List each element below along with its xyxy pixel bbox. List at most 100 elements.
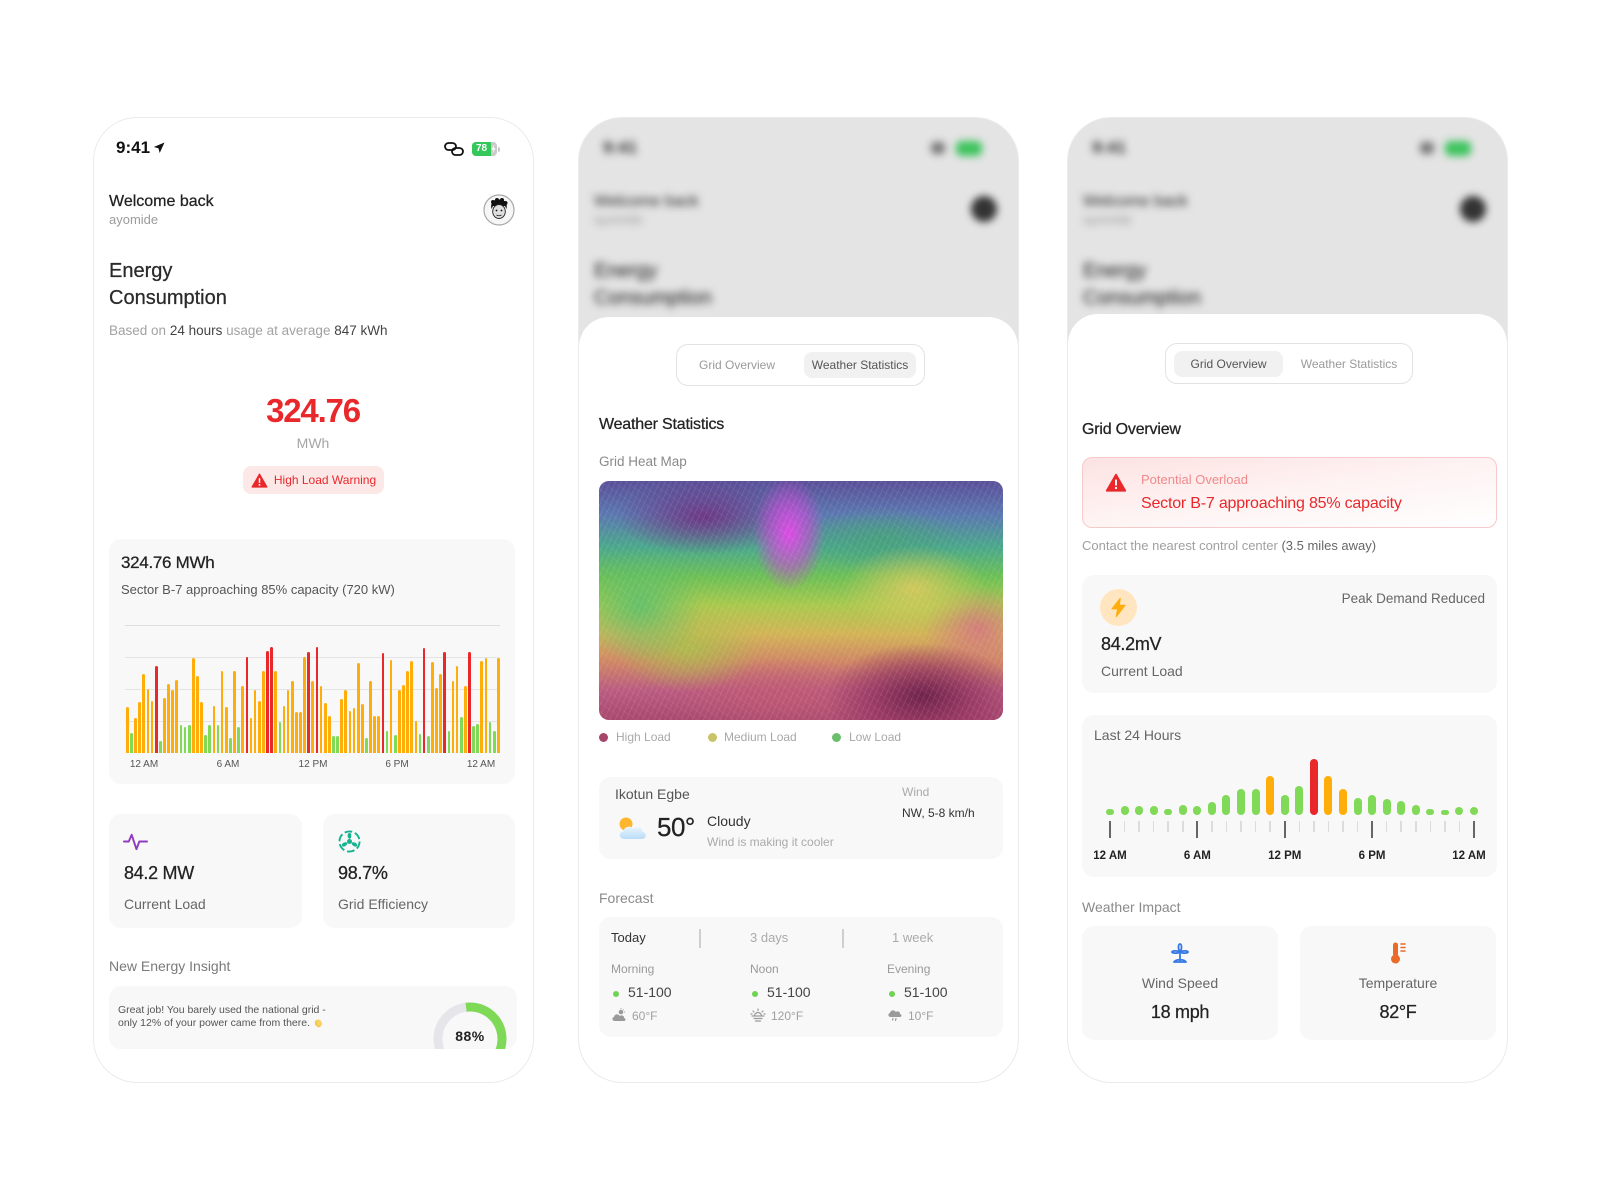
legend-low-load: Low Load <box>849 730 902 744</box>
major-tick <box>1473 821 1475 838</box>
battery-cap <box>498 146 500 152</box>
energy-insight-card[interactable]: Great job! You barely used the national … <box>109 986 517 1049</box>
username: ayomide <box>594 212 644 227</box>
energy-bar <box>336 736 339 753</box>
tab-weather-statistics[interactable]: Weather Statistics <box>804 352 916 378</box>
energy-bar <box>418 733 422 753</box>
link-icon <box>444 142 464 156</box>
minor-tick <box>1356 821 1359 832</box>
energy-bar <box>459 717 463 753</box>
energy-bar <box>402 685 405 753</box>
page-title: Energy Consumption <box>594 258 712 312</box>
chart-gridline <box>125 657 500 658</box>
energy-bar <box>414 721 418 753</box>
tab-separator <box>699 929 701 948</box>
tab-grid-overview[interactable]: Grid Overview <box>1174 351 1283 377</box>
minor-tick <box>1342 821 1344 832</box>
major-tick <box>1196 821 1199 838</box>
energy-bar <box>377 715 381 753</box>
minor-tick <box>1225 821 1228 832</box>
phone-screen-grid-overview: 9:41 Welcome back ayomide Energy Consump… <box>1067 117 1508 1083</box>
minor-tick <box>1313 821 1315 832</box>
tab-weather-statistics[interactable]: Weather Statistics <box>1300 357 1398 371</box>
insight-gauge <box>433 1002 507 1049</box>
segmented-control: Grid Overview Weather Statistics <box>1165 343 1413 384</box>
energy-bar <box>142 673 146 753</box>
hourly-bar <box>1106 809 1114 815</box>
hourly-x-label: 12 AM <box>1452 850 1486 862</box>
alert-message: Sector B-7 approaching 85% capacity <box>1141 495 1402 512</box>
username: ayomide <box>1083 212 1133 227</box>
energy-bar <box>356 663 360 753</box>
hourly-bar <box>1251 789 1260 815</box>
avatar <box>1460 196 1486 222</box>
energy-bar <box>472 726 475 753</box>
subtitle-average: 847 kWh <box>334 323 388 338</box>
avatar[interactable] <box>483 194 515 226</box>
hourly-bar <box>1280 795 1289 815</box>
energy-bar <box>348 710 352 753</box>
forecast-tab-1-week[interactable]: 1 week <box>892 930 934 945</box>
hourly-x-label: 12 PM <box>1268 850 1302 862</box>
minor-tick <box>1152 821 1155 832</box>
minor-tick <box>1415 821 1417 832</box>
energy-bar <box>311 681 315 753</box>
energy-bar <box>286 690 290 753</box>
phone-screen-weather-statistics: 9:41 Welcome back ayomide Energy Consump… <box>578 117 1019 1083</box>
chart-x-label: 12 AM <box>466 759 496 770</box>
energy-bar <box>327 715 331 753</box>
greeting-title: Welcome back <box>594 193 699 210</box>
temperature-label: Temperature <box>1358 975 1438 991</box>
energy-bar <box>245 657 249 753</box>
hourly-bar <box>1338 789 1347 815</box>
hourly-load-chart[interactable]: 12 AM 6 AM 12 PM 6 PM 12 AM <box>1082 715 1497 877</box>
current-load-label: Current Load <box>124 896 206 912</box>
peak-demand-badge: Peak Demand Reduced <box>1341 591 1485 606</box>
insight-section-title: New Energy Insight <box>109 958 231 974</box>
contact-distance: (3.5 miles away) <box>1281 538 1377 553</box>
energy-bar <box>352 708 356 753</box>
minor-tick <box>1182 821 1184 832</box>
tab-separator <box>842 929 844 948</box>
legend-dot-medium <box>708 733 717 742</box>
page-title-line2: Consumption <box>594 287 712 309</box>
page-title-line1: Energy <box>109 260 173 282</box>
energy-bar <box>295 712 298 753</box>
forecast-tab-3-days[interactable]: 3 days <box>750 930 789 945</box>
period-label-evening: Evening <box>887 962 931 976</box>
energy-bar <box>237 727 240 753</box>
status-time-text: 9:41 <box>603 138 638 157</box>
alert-title: Potential Overload <box>1141 472 1248 487</box>
status-bar-time: 9:41 <box>116 138 165 158</box>
sunrise-icon <box>750 1008 766 1022</box>
chart-x-label: 12 AM <box>129 759 159 770</box>
energy-bar-chart-bars[interactable] <box>126 625 504 753</box>
forecast-tab-today[interactable]: Today <box>611 930 646 945</box>
wind-value: NW, 5-8 km/h <box>902 806 975 820</box>
overload-alert-card[interactable]: Potential Overload Sector B-7 approachin… <box>1082 457 1497 528</box>
energy-bar <box>389 659 393 753</box>
minor-tick <box>1444 821 1446 832</box>
energy-bar <box>443 651 447 753</box>
energy-bar <box>266 650 269 753</box>
energy-bar <box>229 737 232 753</box>
wind-speed-value: 18 mph <box>1150 1002 1210 1022</box>
grid-heat-map[interactable] <box>599 481 1003 720</box>
energy-bar <box>282 705 286 753</box>
energy-bar <box>496 658 500 753</box>
section-title: Weather Statistics <box>599 416 725 433</box>
hourly-x-label: 6 PM <box>1358 850 1386 862</box>
hourly-bar <box>1353 798 1362 815</box>
energy-bar <box>488 722 492 753</box>
weather-impact-title: Weather Impact <box>1082 899 1181 915</box>
high-load-warning-badge[interactable]: High Load Warning <box>243 466 384 494</box>
current-weather-card: Ikotun Egbe 50° Cloudy Wind is making it… <box>599 777 1003 859</box>
bottom-sheet: Grid Overview Weather Statistics Weather… <box>579 317 1018 1082</box>
energy-bar <box>138 701 142 753</box>
minor-tick <box>1400 821 1402 832</box>
wind-speed-label: Wind Speed <box>1141 975 1219 991</box>
tab-grid-overview[interactable]: Grid Overview <box>698 358 775 372</box>
energy-card-subtitle: Sector B-7 approaching 85% capacity (720… <box>121 582 395 597</box>
energy-bar <box>480 660 484 753</box>
wind-label: Wind <box>902 785 930 799</box>
